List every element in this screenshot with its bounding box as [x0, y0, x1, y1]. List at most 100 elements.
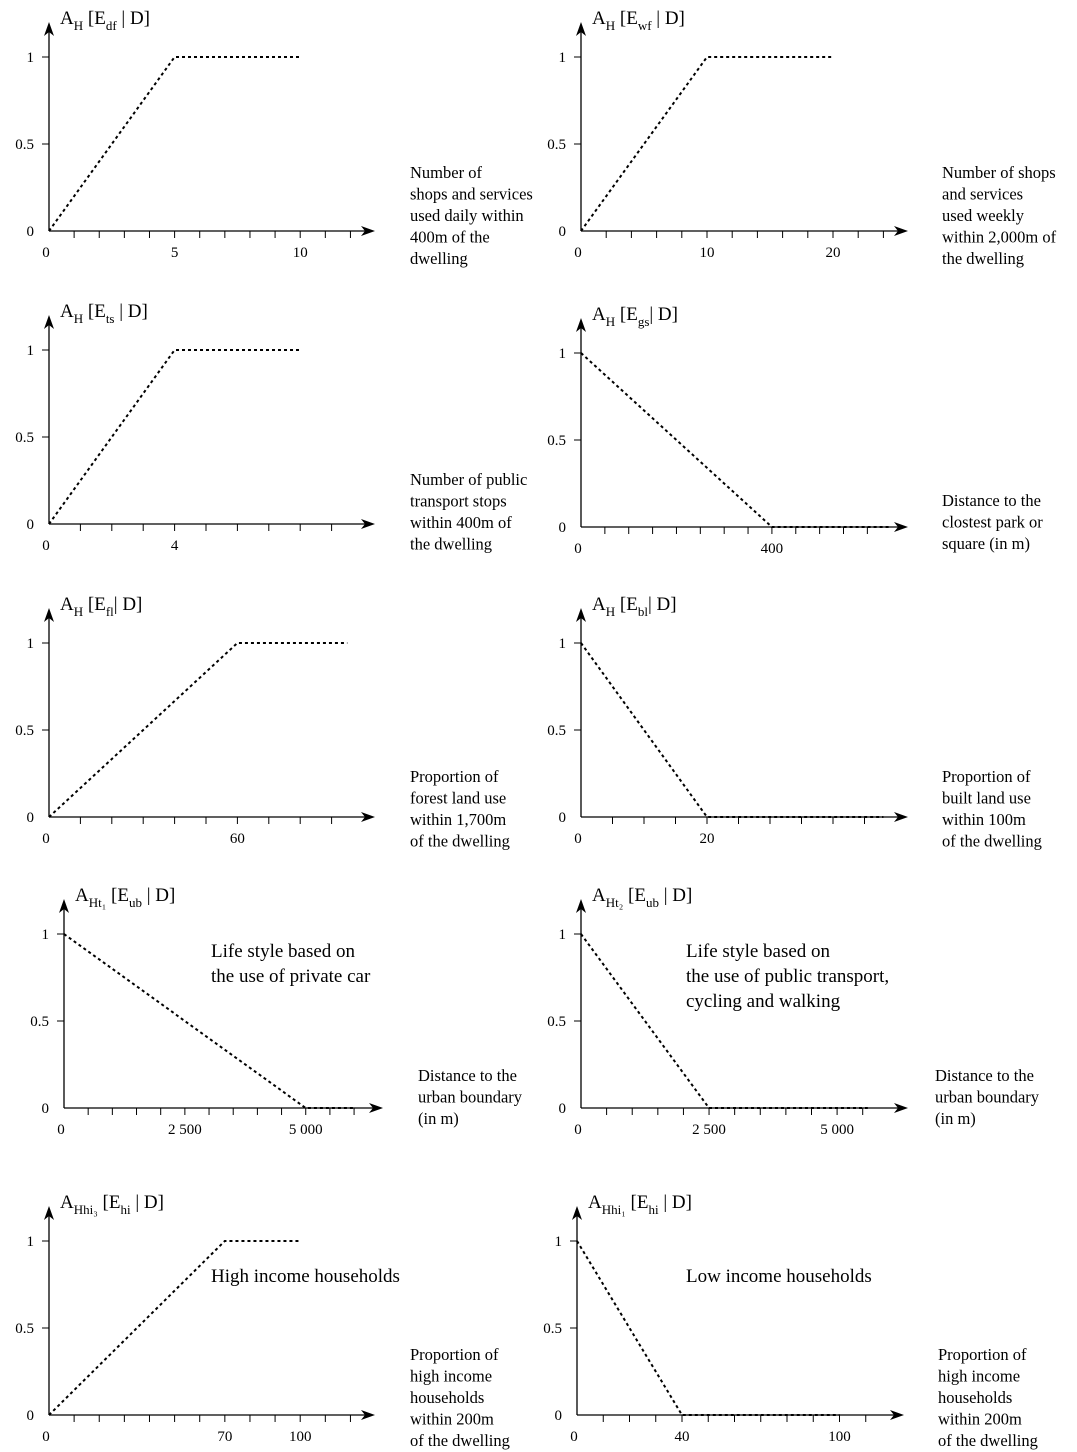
y-axis-label: AH [Efl| D]	[60, 594, 142, 619]
y-tick-label: 0.5	[15, 137, 34, 153]
y-axis-arrowhead	[44, 22, 54, 36]
x-tick-label: 400	[761, 541, 784, 557]
chart-annotation: High income households	[211, 1266, 400, 1287]
membership-function-line	[63, 933, 355, 1109]
y-tick-label: 0.5	[15, 1321, 34, 1337]
x-axis-arrowhead	[894, 226, 908, 236]
y-tick-label: 1	[559, 50, 567, 66]
y-axis-label: AHt₂ [Eub | D]	[592, 885, 692, 910]
y-tick-label: 0	[559, 1101, 567, 1117]
membership-function-line	[580, 352, 892, 528]
y-axis-arrowhead	[44, 608, 54, 622]
x-axis-arrowhead	[890, 1410, 904, 1420]
y-tick-label: 0.5	[15, 723, 34, 739]
y-tick-label: 0	[559, 224, 567, 240]
y-tick-label: 0	[27, 1408, 35, 1424]
x-tick-label: 5 000	[289, 1122, 323, 1138]
x-tick-label: 20	[826, 245, 841, 261]
y-tick-label: 0.5	[15, 430, 34, 446]
y-axis-arrowhead	[44, 315, 54, 329]
x-axis-arrowhead	[361, 519, 375, 529]
y-tick-label: 0.5	[30, 1014, 49, 1030]
chart-annotation: Life style based on the use of private ca…	[211, 941, 371, 987]
y-tick-label: 0	[559, 810, 567, 826]
y-tick-label: 0.5	[543, 1321, 562, 1337]
y-axis-arrowhead	[576, 22, 586, 36]
chart-panel-8: 0 0.5 1 0 2 500 5 000 AHt₂ [Eub | D] Distance t…	[547, 885, 1040, 1138]
x-axis-label: Proportion of high income households within…	[410, 1345, 510, 1450]
x-axis-arrowhead	[361, 812, 375, 822]
y-axis-label: AH [Ewf | D]	[592, 8, 685, 33]
x-tick-label: 70	[217, 1429, 232, 1445]
y-axis-label: AH [Ets | D]	[60, 301, 148, 326]
membership-function-line	[48, 642, 348, 818]
y-tick-label: 1	[559, 346, 567, 362]
y-axis-arrowhead	[576, 318, 586, 332]
chart-panel-9: 0 0.5 1 0 70 100 AHhi₃ [Ehi | D] Proportion of h…	[15, 1192, 510, 1450]
y-tick-label: 1	[42, 927, 50, 943]
x-tick-label: 60	[230, 831, 245, 847]
y-tick-label: 0.5	[547, 1014, 566, 1030]
y-tick-label: 1	[27, 636, 35, 652]
y-tick-label: 0.5	[547, 723, 566, 739]
x-axis-label: Distance to the urban boundary (in m)	[935, 1066, 1040, 1128]
y-axis-label: AH [Edf | D]	[60, 8, 150, 33]
y-tick-label: 1	[555, 1234, 563, 1250]
x-tick-label: 10	[293, 245, 308, 261]
x-tick-label: 40	[675, 1429, 690, 1445]
y-tick-label: 0	[27, 810, 35, 826]
x-tick-label: 0	[574, 831, 582, 847]
x-axis-label: Proportion of high income households within…	[938, 1345, 1038, 1450]
x-tick-label: 0	[574, 541, 582, 557]
x-axis-label: Proportion of forest land use within 1,700…	[410, 767, 510, 851]
y-axis-label: AHhi₁ [Ehi | D]	[588, 1192, 692, 1217]
y-tick-label: 0	[555, 1408, 563, 1424]
chart-panel-7: 0 0.5 1 0 2 500 5 000 AHt₁ [Eub | D] Distance t…	[30, 885, 523, 1138]
x-tick-label: 2 500	[168, 1122, 202, 1138]
y-axis-arrowhead	[572, 1206, 582, 1220]
chart-panel-10: 0 0.5 1 0 40 100 AHhi₁ [Ehi | D] Proportion of h…	[543, 1192, 1038, 1450]
chart-annotation: Life style based on the use of public tra…	[686, 941, 889, 1012]
chart-annotation: Low income households	[686, 1266, 872, 1287]
x-tick-label: 10	[700, 245, 715, 261]
x-axis-label: Proportion of built land use within 100m of…	[942, 767, 1042, 851]
x-tick-label: 0	[574, 245, 582, 261]
y-tick-label: 1	[27, 50, 35, 66]
y-tick-label: 1	[27, 1234, 35, 1250]
x-axis-label: Distance to the clostest park or square (i…	[942, 491, 1043, 553]
x-axis-arrowhead	[369, 1103, 383, 1113]
y-axis-arrowhead	[44, 1206, 54, 1220]
x-tick-label: 0	[42, 538, 50, 554]
y-axis-label: AH [Ebl| D]	[592, 594, 677, 619]
x-tick-label: 100	[289, 1429, 312, 1445]
y-tick-label: 1	[559, 636, 567, 652]
x-tick-label: 0	[42, 831, 50, 847]
chart-panel-3: 0 0.5 1 0 4 AH [Ets | D] Number of public trans…	[15, 301, 527, 554]
x-tick-label: 0	[570, 1429, 578, 1445]
membership-function-line	[48, 56, 301, 232]
membership-function-line	[580, 933, 868, 1109]
x-axis-label: Number of shops and services used daily wi…	[410, 163, 533, 268]
y-axis-arrowhead	[576, 899, 586, 913]
membership-function-line	[48, 349, 301, 525]
x-axis-label: Number of shops and services used weekly wi…	[942, 163, 1057, 268]
x-axis-arrowhead	[361, 1410, 375, 1420]
y-axis-label: AH [Egs| D]	[592, 304, 678, 329]
x-tick-label: 0	[42, 1429, 50, 1445]
x-tick-label: 100	[828, 1429, 851, 1445]
y-tick-label: 0.5	[547, 137, 566, 153]
y-axis-arrowhead	[59, 899, 69, 913]
x-axis-arrowhead	[894, 522, 908, 532]
y-tick-label: 0	[559, 520, 567, 536]
y-axis-label: AHhi₃ [Ehi | D]	[60, 1192, 164, 1217]
x-tick-label: 0	[42, 245, 50, 261]
y-axis-arrowhead	[576, 608, 586, 622]
y-tick-label: 1	[27, 343, 35, 359]
y-axis-label: AHt₁ [Eub | D]	[75, 885, 175, 910]
x-tick-label: 0	[574, 1122, 582, 1138]
x-axis-arrowhead	[894, 812, 908, 822]
y-tick-label: 0	[27, 224, 35, 240]
x-tick-label: 20	[700, 831, 715, 847]
